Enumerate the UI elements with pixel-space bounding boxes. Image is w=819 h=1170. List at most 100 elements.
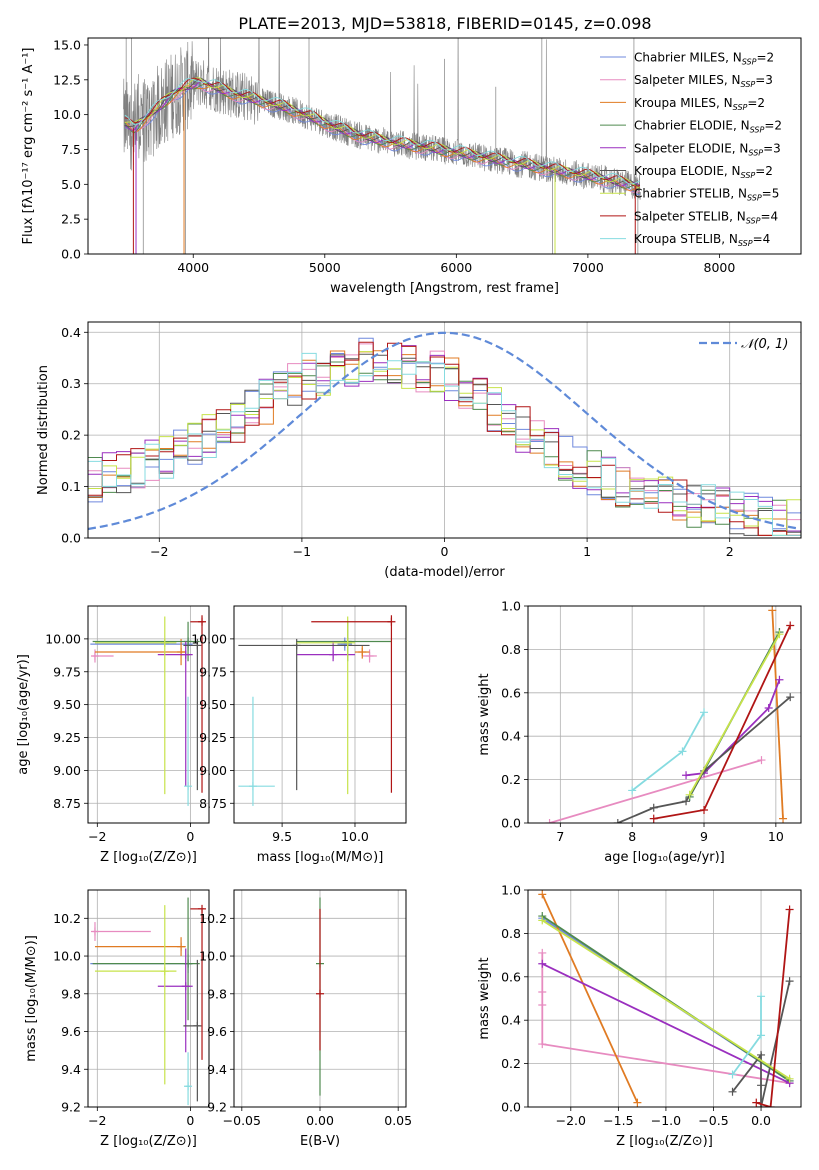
y-tick-label: 9.6 xyxy=(61,1024,81,1039)
data-point-marker xyxy=(193,1021,202,1030)
mass-weight-marker xyxy=(628,786,637,795)
y-tick-label: 10.0 xyxy=(53,949,81,964)
model-fit-line xyxy=(124,77,641,189)
legend-subscript: SSP xyxy=(742,58,757,67)
panel-massweight_vs_age: 7 8 9 10 0.0 0.2 0.4 0.6 0.8 1.0 age [log₁₀(age/yr… xyxy=(477,599,802,865)
y-tick-label: 10.0 xyxy=(53,107,81,122)
mass-weight-marker xyxy=(766,1103,775,1107)
y-tick-label: 9.25 xyxy=(53,730,81,745)
y-tick-label: 0.0 xyxy=(501,1100,521,1115)
x-axis-label: age [log₁₀(age/yr)] xyxy=(604,850,725,865)
legend-text: Salpeter STELIB, N xyxy=(634,209,746,223)
y-axis-label: mass weight xyxy=(477,957,492,1039)
panels: 4000 5000 6000 7000 80000.02.55.07.510.012.5… xyxy=(16,37,802,1149)
y-tick-label: 1.0 xyxy=(501,883,521,898)
y-tick-label: 0.6 xyxy=(501,685,521,700)
x-tick-label: 8000 xyxy=(704,260,736,275)
y-tick-label: 5.0 xyxy=(61,177,81,192)
mass-weight-line xyxy=(685,679,781,777)
data-point-marker xyxy=(160,967,169,976)
y-tick-label: 0.0 xyxy=(61,247,81,262)
mass-weight-marker xyxy=(649,814,658,823)
mass-weight-marker xyxy=(538,916,547,925)
x-tick-label: 7000 xyxy=(572,260,604,275)
y-tick-label: 1.0 xyxy=(501,599,521,614)
x-tick-label: 1 xyxy=(583,544,591,559)
mass-weight-marker xyxy=(700,708,709,717)
axes-frame xyxy=(87,889,210,1108)
data-point-marker xyxy=(193,641,202,650)
mass-weight-marker xyxy=(613,819,622,823)
panel-massweight_vs_Z: −2.0 −1.5 −1.0 −0.5 0.0 0.0 0.2 0.4 0.6 0.8 1.0 Z [… xyxy=(477,883,802,1149)
plot-area xyxy=(88,606,209,823)
data-point-marker xyxy=(90,927,99,936)
residual-histogram-step xyxy=(88,352,801,536)
axes-frame xyxy=(233,605,407,824)
data-point-marker xyxy=(184,637,193,646)
model-fit-line xyxy=(124,84,640,196)
y-tick-label: 0.0 xyxy=(501,816,521,831)
data-point-marker xyxy=(387,617,396,626)
panel-residual_hist: −2 −1 0 1 2 0.0 0.1 0.2 0.3 0.4 (data-model)/error… xyxy=(36,321,802,580)
legend-label: Salpeter STELIB, NSSP=4 xyxy=(634,209,778,225)
x-tick-label: 5000 xyxy=(309,260,341,275)
y-tick-label: 15.0 xyxy=(53,37,81,52)
data-point-marker xyxy=(177,942,186,951)
data-point-marker xyxy=(181,650,190,659)
x-tick-label: 0.00 xyxy=(306,1113,334,1128)
legend-subscript: SSP xyxy=(738,239,753,248)
x-tick-label: −0.05 xyxy=(223,1113,261,1128)
y-tick-label: 9.2 xyxy=(61,1100,81,1115)
legend-suffix: =4 xyxy=(760,209,778,223)
y-tick-label: 9.75 xyxy=(53,664,81,679)
x-tick-label: −1.5 xyxy=(603,1113,633,1128)
plot-area xyxy=(234,890,406,1107)
plot-area xyxy=(528,606,801,823)
mass-weight-marker xyxy=(678,747,687,756)
mass-weight-marker xyxy=(538,959,547,968)
legend-text: Chabrier MILES, N xyxy=(634,51,742,65)
mass-weight-marker xyxy=(757,756,766,765)
y-tick-label: 8.75 xyxy=(199,796,227,811)
x-axis-label: wavelength [Angstrom, rest frame] xyxy=(330,281,559,296)
mass-weight-line xyxy=(688,633,781,796)
model-fit-line xyxy=(124,77,641,187)
legend-text: Chabrier STELIB, N xyxy=(634,187,747,201)
data-point-marker xyxy=(90,651,99,660)
mass-weight-marker xyxy=(682,771,691,780)
legend-subscript: SSP xyxy=(750,126,765,135)
y-tick-label: 10.00 xyxy=(45,631,81,646)
y-tick-label: 0.4 xyxy=(61,325,81,340)
legend-suffix: =2 xyxy=(764,119,782,133)
x-axis-label: E(B-V) xyxy=(300,1134,340,1149)
legend-label: Chabrier MILES, NSSP=2 xyxy=(634,51,774,67)
panel-age_vs_mass: 9.5 10.0 8.75 9.00 9.25 9.50 9.75 10.00 mass [lo… xyxy=(191,605,407,865)
mass-weight-marker xyxy=(633,1098,642,1107)
mass-weight-marker xyxy=(757,1050,766,1059)
x-tick-label: −2.0 xyxy=(556,1113,586,1128)
x-axis-label: Z [log₁₀(Z/Z⊙)] xyxy=(100,850,197,865)
mass-weight-line xyxy=(756,909,791,1107)
y-tick-label: 0.8 xyxy=(501,926,521,941)
x-tick-label: −2 xyxy=(88,1113,106,1128)
mass-weight-marker xyxy=(786,621,795,630)
plot-area xyxy=(123,38,641,254)
y-tick-label: 10.2 xyxy=(199,911,227,926)
x-tick-label: 0 xyxy=(186,1113,194,1128)
mass-weight-marker xyxy=(764,703,773,712)
mass-weight-line xyxy=(541,962,790,1084)
legend-suffix: =2 xyxy=(755,164,773,178)
panel-age_vs_Z: −2 0 8.75 9.00 9.25 9.50 9.75 10.00 Z [log₁₀(Z/Z… xyxy=(16,605,210,865)
x-tick-label: 2 xyxy=(726,544,734,559)
legend-suffix: =5 xyxy=(762,187,780,201)
x-tick-label: 0.05 xyxy=(384,1113,412,1128)
data-point-marker xyxy=(248,782,257,791)
x-tick-label: 10.0 xyxy=(341,829,369,844)
data-point-marker xyxy=(198,617,207,626)
y-axis-label: mass [log₁₀(M/M⊙)] xyxy=(24,935,39,1062)
axes-frame xyxy=(87,37,802,255)
legend-subscript: SSP xyxy=(733,103,748,112)
y-tick-label: 0.1 xyxy=(61,479,81,494)
y-tick-label: 9.00 xyxy=(53,763,81,778)
